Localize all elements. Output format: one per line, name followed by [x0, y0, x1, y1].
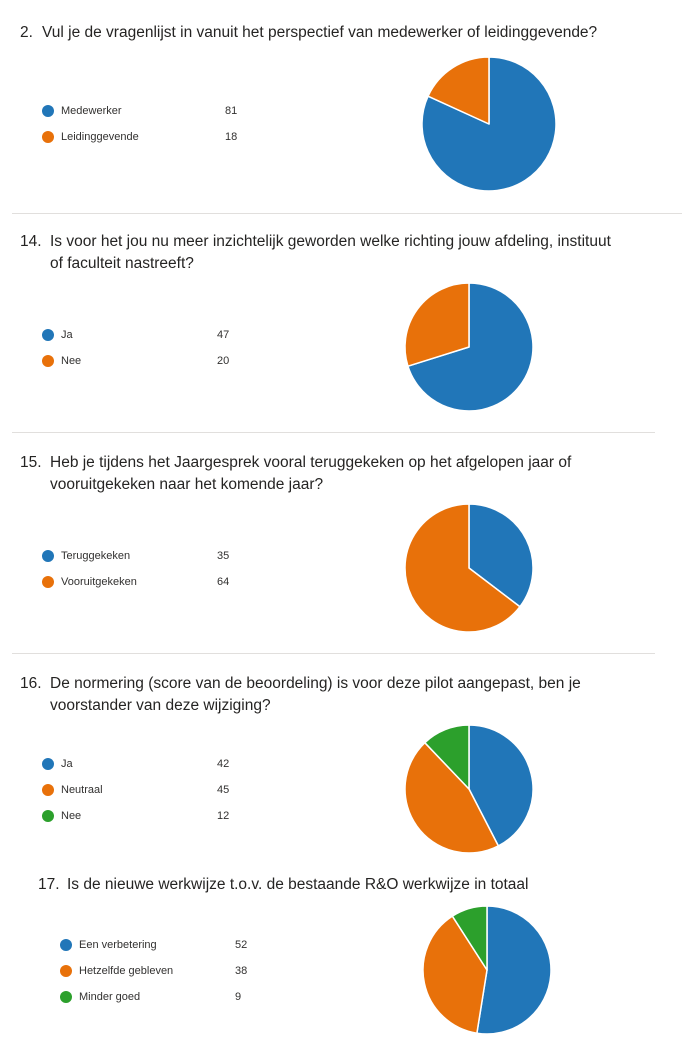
pie-chart [404, 282, 534, 412]
legend-count: 12 [217, 810, 230, 822]
legend-item: Nee 20 [42, 353, 242, 369]
legend-dot-icon [60, 965, 72, 977]
pie-chart [404, 724, 534, 854]
legend-count: 20 [217, 355, 230, 367]
legend-dot-icon [42, 105, 54, 117]
legend-count: 81 [225, 105, 238, 117]
legend-count: 52 [235, 939, 248, 951]
legend-label: Nee [61, 810, 82, 822]
legend-item: Medewerker 81 [42, 103, 242, 119]
legend-count: 9 [235, 991, 242, 1003]
pie-chart [404, 503, 534, 633]
legend-dot-icon [42, 550, 54, 562]
pie-slice-nee[interactable] [424, 724, 470, 790]
section-divider [12, 653, 655, 654]
legend-dot-icon [42, 131, 54, 143]
pie-slice-ja[interactable] [468, 724, 534, 847]
pie-slice-minder-goed[interactable] [451, 905, 488, 971]
legend-label: Neutraal [61, 784, 103, 796]
question-number: 15. [20, 454, 42, 471]
legend-count: 45 [217, 784, 230, 796]
legend-label: Hetzelfde gebleven [79, 965, 174, 977]
pie-slice-vooruitgekeken[interactable] [404, 503, 521, 633]
section-divider [12, 213, 682, 214]
pie-slice-teruggekeken[interactable] [468, 503, 534, 608]
legend-item: Een verbetering 52 [60, 937, 260, 953]
legend-label: Teruggekeken [61, 550, 131, 562]
question-title: Is de nieuwe werkwijze t.o.v. de bestaan… [67, 876, 529, 893]
question-title: Is voor het jou nu meer inzichtelijk gew… [50, 233, 611, 272]
legend-dot-icon [60, 939, 72, 951]
legend-item: Hetzelfde gebleven 38 [60, 963, 260, 979]
legend-count: 38 [235, 965, 248, 977]
question-number: 14. [20, 233, 42, 250]
legend-dot-icon [42, 810, 54, 822]
legend-count: 47 [217, 329, 230, 341]
legend-count: 42 [217, 758, 230, 770]
pie-chart [422, 905, 552, 1035]
pie-slice-leidinggevende[interactable] [427, 56, 490, 125]
pie-chart [421, 56, 557, 192]
legend-label: Leidinggevende [61, 131, 139, 143]
legend-label: Ja [61, 329, 73, 341]
pie-slice-ja[interactable] [407, 282, 534, 412]
legend-count: 64 [217, 576, 230, 588]
legend-dot-icon [42, 758, 54, 770]
legend-dot-icon [42, 784, 54, 796]
legend-dot-icon [42, 576, 54, 588]
pie-slice-neutraal[interactable] [404, 741, 500, 854]
legend-item: Minder goed 9 [60, 989, 260, 1005]
section-divider [12, 432, 655, 433]
legend-item: Ja 47 [42, 327, 242, 343]
legend-label: Vooruitgekeken [61, 576, 137, 588]
question-number: 16. [20, 675, 42, 692]
legend-item: Teruggekeken 35 [42, 548, 242, 564]
pie-slice-nee[interactable] [404, 282, 470, 367]
question-title: Heb je tijdens het Jaargesprek vooral te… [50, 454, 572, 493]
legend-item: Vooruitgekeken 64 [42, 574, 242, 590]
question-title: De normering (score van de beoordeling) … [50, 675, 581, 714]
legend-dot-icon [42, 329, 54, 341]
legend-item: Ja 42 [42, 756, 242, 772]
legend-count: 18 [225, 131, 238, 143]
question-number: 17. [38, 876, 60, 893]
legend-label: Medewerker [61, 105, 122, 117]
legend-item: Leidinggevende 18 [42, 129, 242, 145]
legend-count: 35 [217, 550, 230, 562]
legend-label: Nee [61, 355, 82, 367]
legend-label: Minder goed [79, 991, 141, 1003]
legend-item: Neutraal 45 [42, 782, 242, 798]
legend-dot-icon [60, 991, 72, 1003]
pie-slice-een-verbetering[interactable] [476, 905, 552, 1035]
legend-label: Ja [61, 758, 73, 770]
legend-dot-icon [42, 355, 54, 367]
legend-label: Een verbetering [79, 939, 157, 951]
question-title: Vul je de vragenlijst in vanuit het pers… [42, 24, 598, 41]
question-number: 2. [20, 24, 33, 41]
legend-item: Nee 12 [42, 808, 242, 824]
